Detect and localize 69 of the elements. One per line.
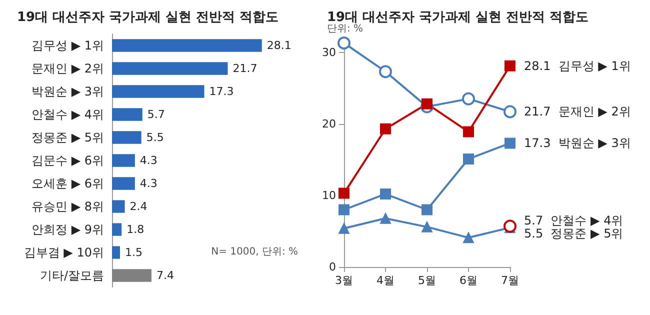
- data-label: 4.3: [140, 154, 158, 167]
- data-label: 5.7: [147, 108, 165, 121]
- chart-subtitle: 단위: %: [327, 24, 364, 34]
- y-tick-label: 정몽준 ▶ 5위: [32, 130, 104, 144]
- bar: [112, 131, 142, 144]
- data-label: 2.4: [130, 200, 148, 213]
- bar: [112, 200, 125, 213]
- y-tick-label: 안희정 ▶ 9위: [32, 222, 104, 236]
- point: [380, 123, 391, 134]
- data-label: 21.7: [232, 62, 258, 75]
- point: [338, 222, 350, 234]
- bar: [112, 108, 142, 121]
- point: [338, 188, 350, 199]
- point: [463, 126, 474, 138]
- annotation: 21.7 문재인 ▶ 2위: [524, 104, 631, 119]
- bar: [112, 177, 135, 190]
- annotation: 17.3 박원순 ▶ 3위: [524, 136, 631, 150]
- point: [422, 98, 432, 110]
- point: [504, 60, 516, 72]
- data-label: 17.3: [209, 85, 234, 98]
- annotation: N= 1000, 단위: %: [211, 246, 298, 258]
- bar: [112, 85, 204, 98]
- bar: [112, 39, 262, 52]
- y-tick-label: 10: [322, 188, 336, 202]
- data-label: 7.4: [156, 269, 174, 282]
- x-tick-label: 4월: [376, 274, 394, 287]
- point: [504, 138, 516, 149]
- y-tick-label: 박원순 ▶ 3위: [32, 84, 104, 98]
- y-tick-label: 안철수 ▶ 4위: [32, 108, 104, 122]
- bar: [112, 62, 228, 75]
- point: [379, 65, 392, 78]
- point: [380, 188, 391, 200]
- bar: [112, 269, 152, 282]
- point: [338, 204, 350, 216]
- point: [504, 105, 516, 118]
- bar: [112, 223, 122, 236]
- point: [338, 36, 350, 50]
- data-label: 5.5: [146, 131, 164, 144]
- data-label: 1.5: [125, 246, 142, 259]
- x-tick-label: 7월: [501, 274, 519, 287]
- y-tick-label: 오세훈 ▶ 6위: [32, 176, 104, 190]
- bar: [112, 154, 135, 167]
- y-tick-label: 김무성 ▶ 1위: [32, 38, 104, 52]
- data-label: 1.8: [126, 223, 144, 236]
- annotation: 5.7 안철수 ▶ 4위: [524, 213, 624, 228]
- y-tick-label: 30: [322, 46, 336, 59]
- x-tick-label: 5월: [418, 274, 436, 287]
- y-tick-label: 기타/잘모름: [40, 268, 104, 282]
- y-tick-label: 김문수 ▶ 6위: [32, 154, 104, 168]
- data-label: 28.1: [266, 39, 292, 52]
- point: [422, 221, 432, 232]
- y-tick-label: 0: [329, 260, 336, 274]
- y-tick-label: 유승민 ▶ 8위: [32, 200, 104, 214]
- point: [462, 92, 475, 106]
- chart-title: 19대 대선주자 국가과제 실현 전반적 적합도: [17, 10, 279, 25]
- y-tick-label: 문재인 ▶ 2위: [32, 62, 104, 76]
- x-tick-label: 3월: [335, 274, 353, 287]
- annotation: 5.5 정몽준 ▶ 5위: [524, 226, 624, 240]
- annotation: 28.1 김무성 ▶ 1위: [524, 58, 631, 73]
- point: [422, 204, 432, 216]
- data-label: 4.3: [140, 177, 158, 190]
- bar: [112, 246, 120, 259]
- chart-title: 19대 대선주자 국가과제 실현 전반적 적합도: [327, 10, 589, 25]
- y-tick-label: 김부겸 ▶ 10위: [24, 246, 104, 260]
- point: [380, 212, 391, 224]
- point: [463, 232, 474, 244]
- x-tick-label: 6월: [460, 274, 478, 287]
- y-tick-label: 20: [322, 117, 336, 130]
- point: [463, 153, 474, 164]
